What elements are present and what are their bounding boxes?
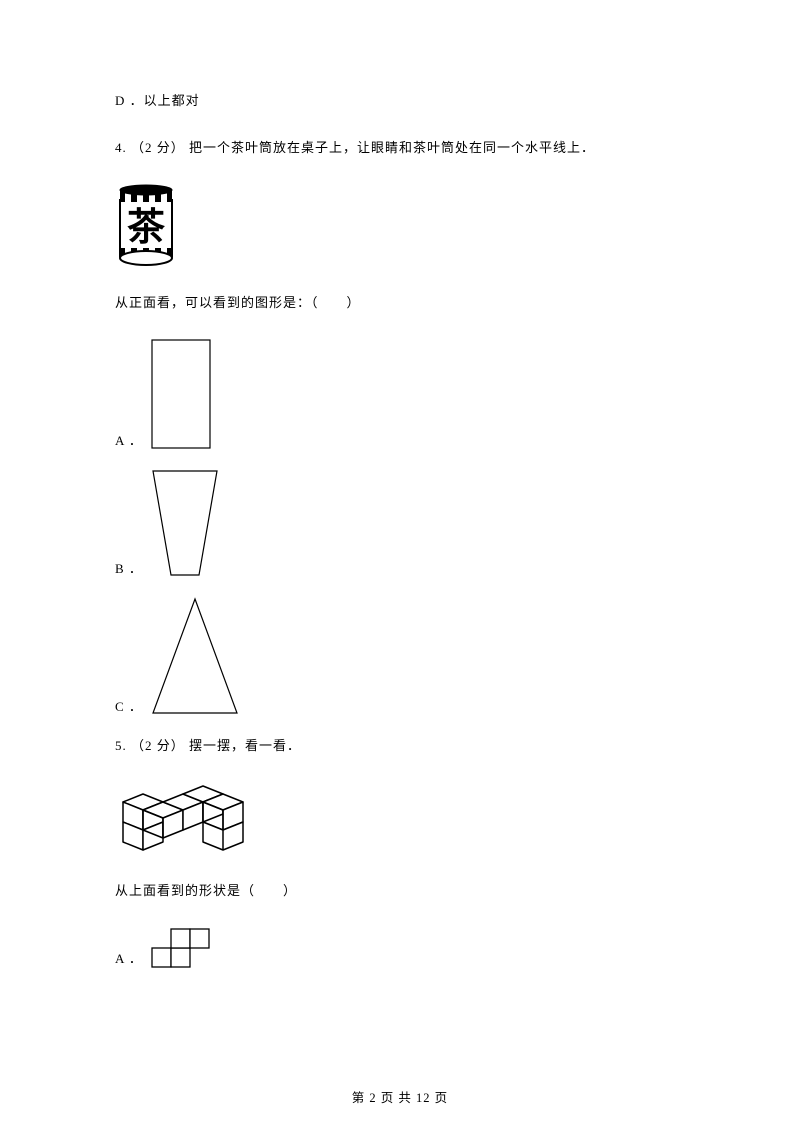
q4-option-b: B ． [115, 469, 685, 579]
q5-cubes [115, 782, 685, 854]
q4-triangle [151, 597, 251, 717]
svg-text:茶: 茶 [127, 207, 166, 249]
q4-option-b-label: B ． [115, 558, 143, 579]
q4-rect [151, 339, 221, 451]
q5-option-a: A ． [115, 927, 685, 969]
q5-topview-a [151, 927, 229, 969]
q4-option-a: A ． [115, 339, 685, 451]
q4-trapezoid [151, 469, 229, 579]
q4-canister: 茶 [115, 184, 685, 266]
q5-option-a-label: A ． [115, 948, 143, 969]
q4-option-c-label: C ． [115, 696, 143, 717]
page-footer: 第 2 页 共 12 页 [0, 1087, 800, 1106]
q4-stem: 4. （2 分） 把一个茶叶筒放在桌子上，让眼睛和茶叶筒处在同一个水平线上． [115, 137, 685, 156]
q5-stem: 5. （2 分） 摆一摆，看一看． [115, 735, 685, 754]
q4-option-c: C ． [115, 597, 685, 717]
q4-subtext: 从正面看，可以看到的图形是：（ ） [115, 292, 685, 311]
q5-subtext: 从上面看到的形状是（ ） [115, 880, 685, 899]
q4-option-a-label: A ． [115, 430, 143, 451]
q3-option-d: D ．以上都对 [115, 90, 685, 109]
